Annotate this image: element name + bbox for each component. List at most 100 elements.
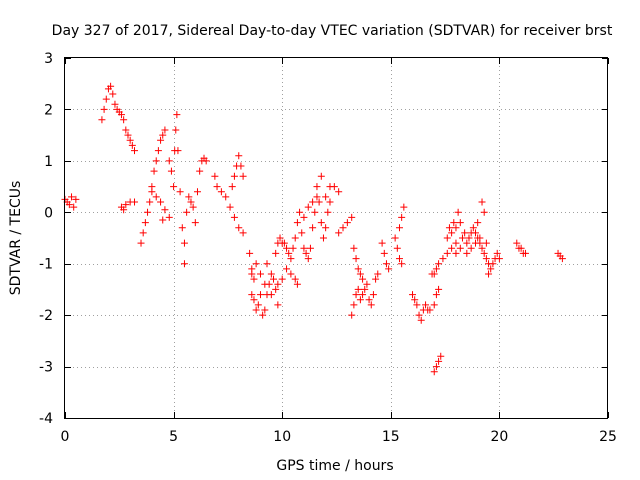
data-point bbox=[435, 285, 443, 293]
data-point bbox=[430, 270, 438, 278]
data-point bbox=[250, 296, 258, 304]
data-point bbox=[254, 301, 262, 309]
data-point bbox=[317, 172, 325, 180]
data-point bbox=[302, 249, 310, 257]
data-point bbox=[445, 224, 453, 232]
data-point bbox=[322, 193, 330, 201]
data-point bbox=[450, 219, 458, 227]
data-point bbox=[474, 219, 482, 227]
data-point bbox=[517, 244, 525, 252]
data-point bbox=[235, 224, 243, 232]
data-point bbox=[72, 195, 80, 203]
data-point bbox=[217, 188, 225, 196]
data-point bbox=[131, 198, 139, 206]
data-point bbox=[228, 183, 236, 191]
data-point bbox=[261, 306, 269, 314]
data-point bbox=[478, 198, 486, 206]
x-tick-label: 20 bbox=[490, 429, 508, 445]
data-point bbox=[230, 213, 238, 221]
data-point bbox=[272, 249, 280, 257]
data-point bbox=[482, 239, 490, 247]
data-point bbox=[363, 280, 371, 288]
data-point bbox=[432, 265, 440, 273]
data-points bbox=[61, 82, 566, 376]
data-point bbox=[409, 291, 417, 299]
data-point bbox=[352, 255, 360, 263]
data-point bbox=[267, 291, 275, 299]
data-point bbox=[270, 275, 278, 283]
data-point bbox=[157, 198, 165, 206]
data-point bbox=[68, 193, 76, 201]
data-point bbox=[493, 249, 501, 257]
data-point bbox=[448, 229, 456, 237]
data-point bbox=[480, 249, 488, 257]
data-point bbox=[174, 147, 182, 155]
data-point bbox=[235, 152, 243, 160]
data-point bbox=[322, 224, 330, 232]
data-point bbox=[274, 301, 282, 309]
data-point bbox=[324, 208, 332, 216]
data-point bbox=[369, 291, 377, 299]
data-point bbox=[120, 206, 128, 214]
data-point bbox=[485, 270, 493, 278]
data-point bbox=[172, 126, 180, 134]
data-point bbox=[339, 224, 347, 232]
x-tick-labels: 0 5 10 15 20 25 bbox=[61, 429, 617, 445]
data-point bbox=[285, 249, 293, 257]
data-point bbox=[165, 213, 173, 221]
y-tick-label: -4 bbox=[39, 411, 53, 427]
data-point bbox=[298, 229, 306, 237]
data-point bbox=[465, 234, 473, 242]
data-point bbox=[280, 239, 288, 247]
data-point bbox=[300, 213, 308, 221]
data-point bbox=[356, 270, 364, 278]
data-point bbox=[472, 229, 480, 237]
data-point bbox=[354, 265, 362, 273]
data-point bbox=[70, 203, 78, 211]
data-point bbox=[430, 301, 438, 309]
data-point bbox=[248, 270, 256, 278]
data-point bbox=[137, 239, 145, 247]
data-point bbox=[256, 270, 264, 278]
data-point bbox=[309, 224, 317, 232]
data-point bbox=[293, 219, 301, 227]
y-tick-label: 1 bbox=[44, 154, 53, 170]
data-point bbox=[152, 157, 160, 165]
data-point bbox=[148, 188, 156, 196]
data-point bbox=[426, 306, 434, 314]
data-point bbox=[476, 234, 484, 242]
data-point bbox=[261, 280, 269, 288]
data-point bbox=[237, 162, 245, 170]
data-point bbox=[417, 316, 425, 324]
data-point bbox=[293, 280, 301, 288]
data-point bbox=[141, 219, 149, 227]
data-point bbox=[430, 368, 438, 376]
data-point bbox=[356, 296, 364, 304]
data-point bbox=[230, 172, 238, 180]
data-point bbox=[124, 131, 132, 139]
data-point bbox=[354, 285, 362, 293]
data-point bbox=[213, 183, 221, 191]
data-point bbox=[276, 234, 284, 242]
data-point bbox=[495, 255, 503, 263]
x-tick-label: 25 bbox=[599, 429, 617, 445]
data-point bbox=[513, 239, 521, 247]
data-point bbox=[185, 193, 193, 201]
data-point bbox=[246, 249, 254, 257]
chart-title: Day 327 of 2017, Sidereal Day-to-day VTE… bbox=[52, 23, 613, 39]
data-point bbox=[359, 291, 367, 299]
data-point bbox=[432, 291, 440, 299]
data-point bbox=[117, 111, 125, 119]
data-point bbox=[180, 239, 188, 247]
data-point bbox=[187, 198, 195, 206]
data-point bbox=[315, 198, 323, 206]
data-point bbox=[365, 296, 373, 304]
data-point bbox=[120, 116, 128, 124]
x-tick-label: 5 bbox=[169, 429, 178, 445]
data-point bbox=[178, 224, 186, 232]
data-point bbox=[487, 265, 495, 273]
data-point bbox=[467, 244, 475, 252]
data-point bbox=[144, 208, 152, 216]
data-point bbox=[278, 275, 286, 283]
data-point bbox=[170, 183, 178, 191]
